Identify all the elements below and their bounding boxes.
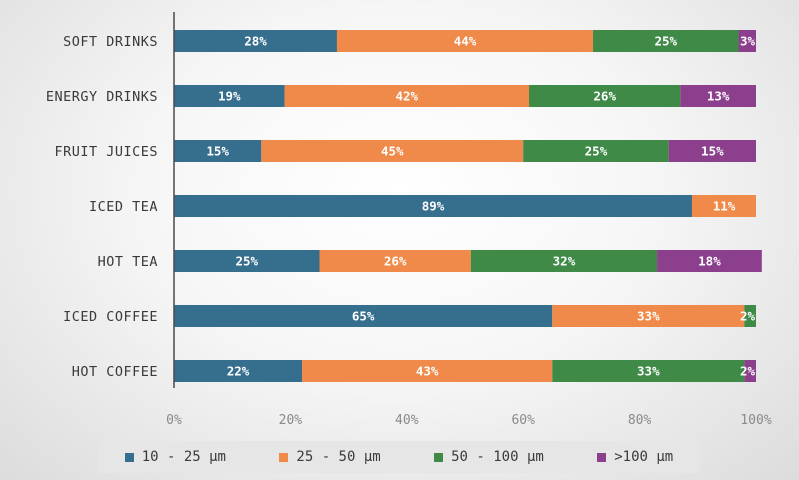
bar-segment: [523, 140, 669, 162]
legend-swatch: [597, 452, 607, 462]
x-tick-label: 100%: [740, 413, 771, 428]
data-label: 13%: [707, 89, 730, 104]
x-tick-label: 40%: [395, 413, 419, 428]
data-label: 15%: [701, 144, 724, 159]
legend-item: >100 µm: [597, 449, 673, 465]
bar-segment: [744, 360, 756, 382]
bar-segment: [470, 250, 658, 272]
category-label: ENERGY DRINKS: [46, 89, 158, 105]
x-tick-label: 0%: [166, 413, 182, 428]
bar-segment: [174, 195, 692, 217]
legend-item: 50 - 100 µm: [434, 449, 544, 465]
bar-segment: [174, 85, 285, 107]
data-label: 2%: [740, 309, 756, 324]
data-label: 32%: [553, 254, 576, 269]
data-label: 43%: [416, 364, 439, 379]
legend-item: 10 - 25 µm: [124, 449, 226, 465]
bar-segment: [174, 360, 303, 382]
legend-swatch: [434, 452, 444, 462]
data-label: 42%: [396, 89, 419, 104]
bar-segment: [261, 140, 524, 162]
category-labels-group: SOFT DRINKS ENERGY DRINKS FRUIT JUICES ICED…: [46, 34, 158, 380]
legend-label: 25 - 50 µm: [296, 449, 381, 465]
bar-segment: [529, 85, 681, 107]
bar-segment: [744, 305, 756, 327]
data-label: 19%: [218, 89, 241, 104]
data-label: 22%: [227, 364, 250, 379]
bar-segment: [174, 305, 553, 327]
legend-item: 25 - 50 µm: [279, 449, 381, 465]
category-label: HOT TEA: [98, 254, 158, 270]
data-label: 15%: [206, 144, 229, 159]
data-label: 25%: [235, 254, 258, 269]
legend-label: 10 - 25 µm: [141, 449, 226, 465]
bar-segment: [552, 305, 745, 327]
data-label: 3%: [740, 34, 756, 49]
bar-segment: [738, 30, 756, 52]
category-label: HOT COFFEE: [72, 364, 158, 380]
data-label: 11%: [713, 199, 736, 214]
data-label: 26%: [384, 254, 407, 269]
data-label: 89%: [422, 199, 445, 214]
bar-segment: [336, 30, 594, 52]
data-label: 28%: [244, 34, 267, 49]
category-label: ICED COFFEE: [63, 309, 158, 325]
data-label: 45%: [381, 144, 404, 159]
data-label: 25%: [585, 144, 608, 159]
bars-group: [174, 30, 762, 382]
category-label: ICED TEA: [89, 199, 158, 215]
bar-segment: [680, 85, 756, 107]
bar-segment: [668, 140, 756, 162]
bar-segment: [302, 360, 553, 382]
legend-label: 50 - 100 µm: [451, 449, 544, 465]
bar-segment: [552, 360, 745, 382]
x-tick-label: 20%: [279, 413, 303, 428]
x-tick-labels-group: 0% 20% 40% 60% 80% 100%: [166, 413, 772, 428]
category-label: FRUIT JUICES: [54, 144, 158, 160]
data-label: 65%: [352, 309, 375, 324]
data-label: 25%: [655, 34, 678, 49]
bar-segment: [657, 250, 762, 272]
bar-segment: [593, 30, 739, 52]
bar-segment: [174, 140, 262, 162]
bar-segment: [319, 250, 471, 272]
bar-segment: [284, 85, 530, 107]
x-tick-label: 80%: [628, 413, 652, 428]
data-label: 33%: [637, 364, 660, 379]
bar-segment: [691, 195, 756, 217]
category-label: SOFT DRINKS: [63, 34, 158, 50]
data-label: 26%: [593, 89, 616, 104]
chart: 28% 44% 25% 3% 19% 42% 26% 13% 15% 45% 25% 15% 89% 11…: [46, 12, 772, 428]
data-label: 2%: [740, 364, 756, 379]
x-tick-label: 60%: [511, 413, 535, 428]
data-label: 33%: [637, 309, 660, 324]
bar-segment: [174, 30, 337, 52]
data-label: 44%: [454, 34, 477, 49]
legend-label: >100 µm: [614, 449, 674, 465]
segment-labels-group: 28% 44% 25% 3% 19% 42% 26% 13% 15% 45% 25% 15% 89% 11…: [206, 34, 755, 379]
legend: 10 - 25 µm 25 - 50 µm 50 - 100 µm >100 µm: [98, 441, 700, 473]
data-label: 18%: [698, 254, 721, 269]
bar-segment: [174, 250, 320, 272]
legend-swatch: [124, 452, 134, 462]
legend-swatch: [279, 452, 289, 462]
